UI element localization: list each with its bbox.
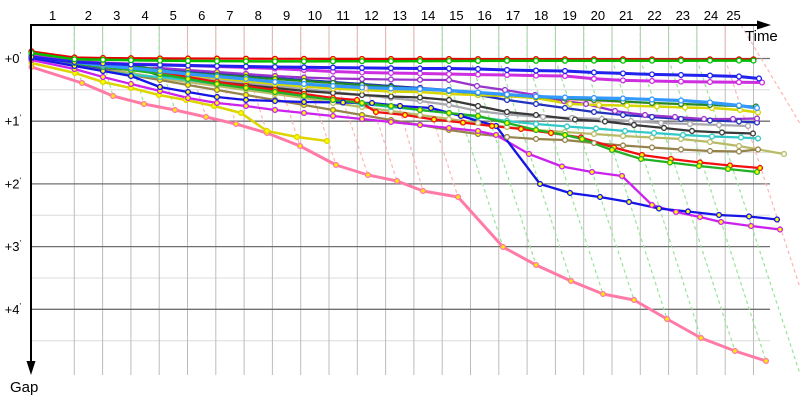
svg-text:6: 6 bbox=[198, 8, 205, 23]
svg-text:+4': +4' bbox=[5, 302, 22, 317]
svg-text:2: 2 bbox=[85, 8, 92, 23]
svg-text:+0': +0' bbox=[5, 51, 22, 66]
svg-text:16: 16 bbox=[477, 8, 491, 23]
svg-text:23: 23 bbox=[676, 8, 690, 23]
svg-text:+1': +1' bbox=[5, 114, 22, 129]
svg-text:18: 18 bbox=[534, 8, 548, 23]
svg-text:5: 5 bbox=[170, 8, 177, 23]
svg-text:12: 12 bbox=[364, 8, 378, 23]
svg-text:+3': +3' bbox=[5, 239, 22, 254]
svg-text:15: 15 bbox=[449, 8, 463, 23]
svg-text:7: 7 bbox=[226, 8, 233, 23]
svg-text:22: 22 bbox=[647, 8, 661, 23]
svg-text:4: 4 bbox=[141, 8, 148, 23]
svg-text:13: 13 bbox=[393, 8, 407, 23]
svg-text:19: 19 bbox=[562, 8, 576, 23]
svg-text:24: 24 bbox=[704, 8, 718, 23]
svg-text:11: 11 bbox=[336, 8, 350, 23]
svg-text:Time: Time bbox=[745, 28, 778, 45]
svg-text:21: 21 bbox=[619, 8, 633, 23]
svg-text:3: 3 bbox=[113, 8, 120, 23]
svg-text:+2': +2' bbox=[5, 176, 22, 191]
svg-text:14: 14 bbox=[421, 8, 435, 23]
svg-text:Gap: Gap bbox=[10, 379, 38, 396]
svg-text:10: 10 bbox=[308, 8, 322, 23]
svg-text:17: 17 bbox=[506, 8, 520, 23]
svg-text:9: 9 bbox=[283, 8, 290, 23]
svg-text:1: 1 bbox=[49, 8, 56, 23]
svg-text:8: 8 bbox=[255, 8, 262, 23]
svg-text:25: 25 bbox=[726, 8, 740, 23]
svg-text:20: 20 bbox=[591, 8, 605, 23]
